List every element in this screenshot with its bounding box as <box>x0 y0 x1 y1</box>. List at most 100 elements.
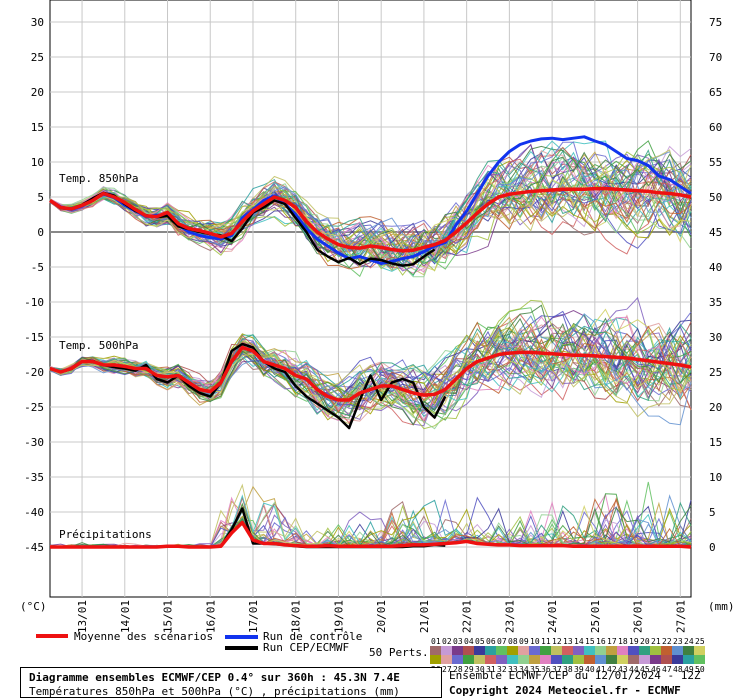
pert-number: 06 <box>486 637 496 646</box>
pert-number: 40 <box>585 665 595 674</box>
right-axis-unit: (mm) <box>708 600 735 613</box>
pert-swatch <box>551 655 562 664</box>
label-t500: Temp. 500hPa <box>59 339 138 352</box>
pert-number: 04 <box>464 637 474 646</box>
main-series <box>49 135 692 549</box>
right-tick-label: 50 <box>709 191 722 204</box>
date-label: 19/01 <box>332 600 345 633</box>
left-axis-unit: (°C) <box>20 600 47 613</box>
pert-swatch <box>518 646 529 655</box>
pert-swatch <box>650 646 661 655</box>
date-label: 16/01 <box>204 600 217 633</box>
right-tick-label: 60 <box>709 121 722 134</box>
pert-number: 11 <box>541 637 551 646</box>
pert-swatch <box>628 655 639 664</box>
pert-swatch <box>694 655 705 664</box>
pert-number: 23 <box>673 637 683 646</box>
series-line-t850 <box>49 186 692 253</box>
left-tick-label: -30 <box>24 436 44 449</box>
date-label: 14/01 <box>119 600 132 633</box>
label-t850: Temp. 850hPa <box>59 172 138 185</box>
left-tick-label: -15 <box>24 331 44 344</box>
right-tick-label: 15 <box>709 436 722 449</box>
pert-swatch <box>518 655 529 664</box>
pert-swatch <box>617 646 628 655</box>
right-tick-label: 10 <box>709 471 722 484</box>
legend-perts-label: 50 Perts. <box>369 646 429 659</box>
pert-number: 05 <box>475 637 485 646</box>
pert-swatch <box>507 655 518 664</box>
left-tick-label: -5 <box>31 261 44 274</box>
pert-number: 46 <box>651 665 661 674</box>
copyright: Copyright 2024 Meteociel.fr - ECMWF <box>449 684 681 697</box>
pert-number: 30 <box>475 665 485 674</box>
pert-swatch <box>496 655 507 664</box>
pert-number: 01 <box>431 637 441 646</box>
left-tick-label: -25 <box>24 401 44 414</box>
pert-swatch <box>430 655 441 664</box>
left-tick-label: -35 <box>24 471 44 484</box>
pert-number: 14 <box>574 637 584 646</box>
right-tick-label: 65 <box>709 86 722 99</box>
pert-number: 47 <box>662 665 672 674</box>
series-line-t500 <box>49 342 447 430</box>
ensemble-info: Ensemble ECMWF/CEP du 12/01/2024 - 12Z <box>449 669 701 682</box>
pert-swatch <box>595 646 606 655</box>
pert-number: 50 <box>695 665 705 674</box>
pert-swatch <box>606 646 617 655</box>
pert-number: 07 <box>497 637 507 646</box>
pert-number: 48 <box>673 665 683 674</box>
date-label: 17/01 <box>247 600 260 633</box>
pert-swatch <box>584 646 595 655</box>
pert-number: 21 <box>651 637 661 646</box>
pert-swatch <box>474 646 485 655</box>
pert-number: 18 <box>618 637 628 646</box>
pert-number: 28 <box>453 665 463 674</box>
series-line-t500 <box>49 345 692 402</box>
right-tick-label: 70 <box>709 51 722 64</box>
date-label: 23/01 <box>503 600 516 633</box>
pert-number: 45 <box>640 665 650 674</box>
pert-swatch <box>463 646 474 655</box>
pert-swatch <box>650 655 661 664</box>
right-tick-label: 20 <box>709 401 722 414</box>
ensemble-member-line <box>49 313 692 426</box>
pert-swatch <box>540 646 551 655</box>
right-tick-label: 5 <box>709 506 716 519</box>
pert-swatch <box>562 646 573 655</box>
legend-control-label: Run de contrôle <box>263 630 362 643</box>
pert-swatch <box>452 646 463 655</box>
plot-frame <box>49 0 692 598</box>
date-label: 18/01 <box>290 600 303 633</box>
pert-number: 24 <box>684 637 694 646</box>
date-label: 27/01 <box>674 600 687 633</box>
left-tick-label: 10 <box>31 156 44 169</box>
left-tick-label: -40 <box>24 506 44 519</box>
pert-number: 43 <box>618 665 628 674</box>
pert-swatch <box>507 646 518 655</box>
pert-swatch <box>551 646 562 655</box>
pert-number: 29 <box>464 665 474 674</box>
chart-grid <box>49 0 692 598</box>
pert-swatch <box>639 646 650 655</box>
pert-number: 36 <box>541 665 551 674</box>
pert-number: 08 <box>508 637 518 646</box>
pert-number: 38 <box>563 665 573 674</box>
pert-swatch <box>540 655 551 664</box>
pert-number: 42 <box>607 665 617 674</box>
right-tick-label: 55 <box>709 156 722 169</box>
label-precip: Précipitations <box>59 528 152 541</box>
right-tick-label: 45 <box>709 226 722 239</box>
date-label: 13/01 <box>76 600 89 633</box>
pert-number: 09 <box>519 637 529 646</box>
title-box: Diagramme ensembles ECMWF/CEP 0.4° sur 3… <box>20 667 442 698</box>
left-tick-label: 30 <box>31 16 44 29</box>
right-tick-label: 75 <box>709 16 722 29</box>
date-label: 22/01 <box>461 600 474 633</box>
pert-swatch <box>606 655 617 664</box>
pert-swatch <box>485 646 496 655</box>
pert-swatch <box>683 655 694 664</box>
left-tick-label: -45 <box>24 541 44 554</box>
